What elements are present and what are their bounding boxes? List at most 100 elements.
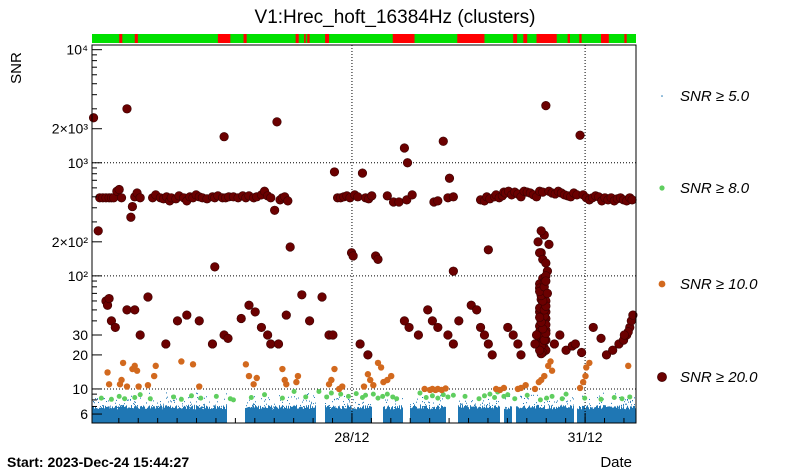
snr5-point [536,405,537,407]
snr5-column [532,406,533,423]
segment-bar-off [295,34,299,43]
snr5-point [197,393,198,395]
data-point [355,339,365,349]
snr5-point [359,404,360,406]
snr5-point [302,401,303,403]
snr5-column [587,405,588,423]
data-point [98,395,104,401]
snr5-column [488,407,489,423]
snr5-column [148,407,149,423]
data-point [122,104,132,114]
snr5-column [327,406,328,423]
snr5-point [152,407,153,409]
snr5-point [524,397,525,399]
snr5-column [433,407,434,423]
snr5-column [215,406,216,423]
snr5-column [478,407,479,423]
snr5-point [142,407,143,409]
snr5-column [273,408,274,423]
data-point [445,394,451,400]
snr5-point [440,395,441,397]
data-point [448,192,458,202]
snr5-column [472,406,473,423]
snr5-point [422,397,423,399]
snr5-point [626,403,627,405]
snr5-column [474,406,475,423]
y-tick-label: 2×10³ [52,121,89,137]
data-point [363,392,369,398]
snr5-point [632,400,633,402]
snr5-point [168,401,169,403]
data-point [579,378,587,386]
snr5-point [217,406,218,408]
data-point [429,393,435,399]
segment-bar-off [307,34,310,43]
snr5-column [142,407,143,423]
snr5-column [550,408,551,423]
snr5-point [332,401,333,403]
snr5-point [498,401,499,403]
snr5-point [489,404,490,406]
snr5-column [126,405,127,423]
snr5-point [204,397,205,399]
data-point [262,392,268,398]
snr5-column [607,407,608,423]
snr5-point [621,405,622,407]
snr5-column [249,406,250,423]
snr5-column [248,407,249,423]
snr5-column [599,406,600,423]
snr5-column [225,409,226,423]
snr5-point [480,404,481,406]
snr5-column [284,406,285,423]
snr5-point [429,404,430,406]
snr5-column [458,405,459,423]
snr5-column [504,408,505,423]
snr5-point [307,394,308,396]
snr5-column [590,407,591,423]
snr5-column [615,406,616,423]
snr5-column [110,407,111,423]
y-tick-label: 10² [68,268,89,284]
data-point [481,393,487,399]
snr5-point [432,407,433,409]
snr5-point [116,399,117,401]
snr5-column [439,409,440,423]
snr5-point [600,405,601,407]
snr5-point [353,399,354,401]
snr5-column [281,407,282,423]
snr5-point [466,402,467,404]
snr5-column [133,408,134,423]
data-point [236,313,246,324]
snr5-point [619,396,620,398]
snr5-column [561,406,562,423]
snr5-column [203,409,204,423]
snr5-point [592,407,593,409]
snr5-column [481,408,482,423]
snr5-column [154,406,155,423]
snr5-point [410,404,411,406]
segment-bar-off [392,34,415,43]
snr5-column [313,407,314,423]
data-point [104,293,114,304]
snr5-point [523,402,524,404]
snr5-point [521,397,522,399]
snr5-point [96,408,97,410]
snr5-point [226,404,227,406]
snr5-column [279,405,280,423]
data-point [454,316,464,326]
data-point [570,339,580,349]
data-point [353,391,359,397]
snr5-point [170,405,171,407]
snr5-point [482,402,483,404]
snr5-column [343,406,344,423]
snr5-column [460,405,461,423]
snr5-column [116,405,117,423]
snr5-column [498,405,499,423]
snr5-point [364,408,365,410]
snr5-column [473,406,474,423]
snr5-column [461,407,462,423]
snr5-column [445,406,446,423]
snr5-point [495,405,496,407]
data-point [123,383,131,390]
snr5-column [597,405,598,423]
